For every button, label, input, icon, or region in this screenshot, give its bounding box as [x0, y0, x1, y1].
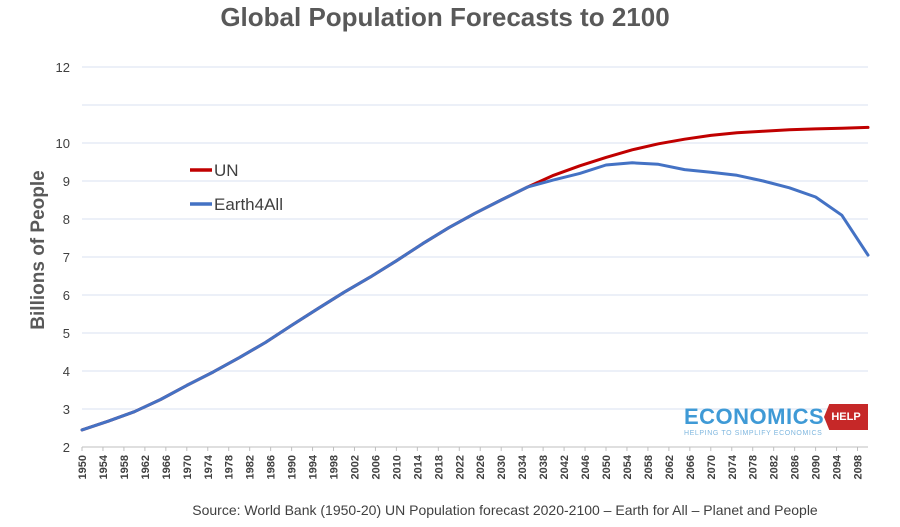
x-tick-label: 2042 — [559, 455, 571, 479]
logo-tagline: HELPING TO SIMPLIFY ECONOMICS — [684, 430, 823, 437]
series-lines — [80, 125, 870, 432]
y-tick-label: 12 — [56, 60, 70, 75]
x-tick-label: 1994 — [308, 454, 320, 479]
x-tick-label: 2030 — [496, 455, 508, 479]
x-tick-label: 1954 — [98, 454, 110, 479]
y-tick-label: 2 — [63, 440, 70, 455]
x-tick-label: 2086 — [790, 455, 802, 479]
x-tick-label: 2082 — [769, 455, 781, 479]
x-tick-label: 1990 — [287, 455, 299, 479]
y-tick-label: 4 — [63, 364, 70, 379]
x-tick-label: 2078 — [748, 455, 760, 479]
x-tick-label: 1974 — [203, 454, 215, 479]
y-tick-labels: 2 3 4 5 6 7 8 9 10 12 — [56, 60, 70, 455]
y-tick-label: 7 — [63, 250, 70, 265]
x-tick-label: 1950 — [77, 455, 89, 479]
x-tick-label: 2014 — [412, 454, 424, 479]
x-tick-label: 2046 — [580, 455, 592, 479]
x-tick-label: 2006 — [370, 455, 382, 479]
x-tick-label: 2066 — [685, 455, 697, 479]
x-tick-label: 1966 — [161, 455, 173, 479]
legend-label-un: UN — [214, 161, 239, 180]
x-tick-label: 1962 — [140, 455, 152, 479]
y-tick-label: 8 — [63, 212, 70, 227]
x-tick-label: 2050 — [601, 455, 613, 479]
x-tick-label: 2018 — [433, 455, 445, 479]
x-tick-label: 2010 — [391, 455, 403, 479]
x-tick-label: 2054 — [622, 454, 634, 479]
x-tick-label: 1998 — [329, 455, 341, 479]
x-tick-label: 1986 — [266, 455, 278, 479]
series-line-earth4all — [80, 161, 870, 432]
x-tick-label: 2038 — [538, 455, 550, 479]
y-tick-label: 5 — [63, 326, 70, 341]
x-tick-label: 2022 — [454, 455, 466, 479]
gridlines — [81, 66, 868, 451]
y-axis-label: Billions of People — [28, 170, 49, 329]
y-tick-label: 6 — [63, 288, 70, 303]
x-tick-label: 2094 — [832, 454, 844, 479]
x-tick-label: 2002 — [349, 455, 361, 479]
x-tick-label: 1970 — [182, 455, 194, 479]
x-tick-label: 1978 — [224, 455, 236, 479]
economics-help-logo: ECONOMICS HELP HELPING TO SIMPLIFY ECONO… — [684, 404, 874, 444]
legend-label-earth4all: Earth4All — [214, 195, 283, 214]
source-caption: Source: World Bank (1950-20) UN Populati… — [192, 502, 818, 518]
legend: UN Earth4All — [190, 161, 283, 214]
y-tick-label: 10 — [56, 136, 70, 151]
x-tick-label: 1982 — [245, 455, 257, 479]
x-tick-label: 2070 — [706, 455, 718, 479]
chart-title: Global Population Forecasts to 2100 — [220, 2, 670, 32]
series-line-un — [80, 125, 870, 432]
logo-badge: HELP — [824, 404, 868, 430]
x-tick-label: 2026 — [475, 455, 487, 479]
x-tick-label: 2034 — [517, 454, 529, 479]
y-tick-label: 3 — [63, 402, 70, 417]
x-tick-label: 2074 — [727, 454, 739, 479]
x-tick-label: 1958 — [119, 455, 131, 479]
x-tick-label: 2058 — [643, 455, 655, 479]
x-tick-label: 2098 — [853, 455, 865, 479]
x-tick-label: 2062 — [664, 455, 676, 479]
logo-wordmark: ECONOMICS — [684, 404, 825, 429]
x-tick-label: 2090 — [811, 455, 823, 479]
x-tick-labels: 1950 1954 1958 1962 1966 1970 1974 1978 1982 1986… — [77, 454, 865, 479]
y-tick-label: 9 — [63, 174, 70, 189]
